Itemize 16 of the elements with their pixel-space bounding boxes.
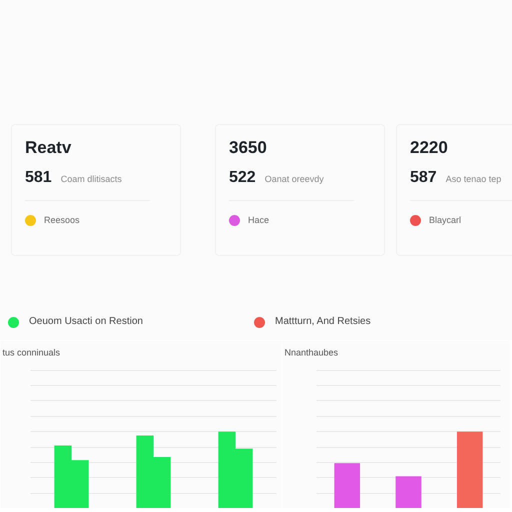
text: 2220: [410, 138, 449, 158]
text: 587: [410, 169, 437, 186]
text: Hace: [248, 214, 270, 227]
text: Oeuom Usacti on Restion: [29, 315, 143, 329]
text: Oanat oreevdy: [264, 174, 324, 184]
text: 522: [229, 169, 256, 186]
text: 581: [25, 169, 52, 186]
text: 3650: [229, 138, 268, 158]
chart-title: tus conninuals: [2, 348, 61, 358]
text: Reesoos: [44, 214, 80, 227]
text: Reatv: [25, 138, 72, 158]
chart-title: Nnanthaubes: [284, 348, 339, 358]
text: Coam dlitisacts: [60, 174, 122, 184]
text: Aso tenao tep: [446, 174, 502, 184]
text: Mattturn, And Retsies: [275, 315, 371, 329]
text: Blaycarl: [429, 214, 462, 227]
